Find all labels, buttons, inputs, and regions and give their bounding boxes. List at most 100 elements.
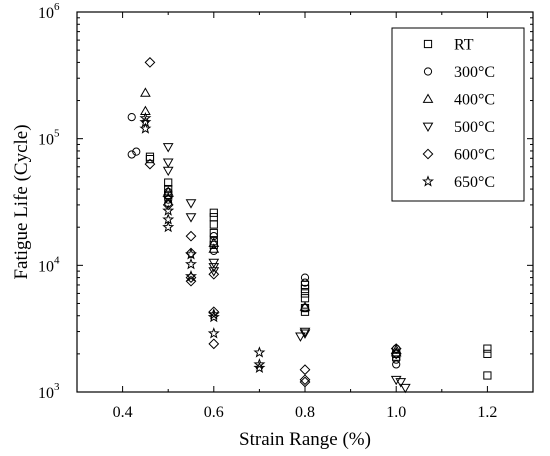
point-circle	[300, 273, 310, 282]
x-tick-label: 1.2	[477, 404, 497, 421]
point-square	[209, 228, 218, 238]
point-triangle-down	[185, 213, 197, 223]
legend-marker-triangle-down	[422, 122, 434, 133]
point-star	[162, 220, 175, 233]
y-tick-label: 106	[38, 1, 60, 22]
legend-marker-triangle-up	[422, 93, 434, 103]
point-circle	[209, 232, 218, 241]
point-diamond	[144, 158, 156, 170]
y-tick-base: 10	[38, 385, 54, 402]
y-tick-base: 10	[38, 132, 54, 149]
point-diamond	[299, 376, 311, 388]
series-star	[139, 111, 266, 373]
x-tick-label: 0.8	[295, 404, 315, 421]
legend-marker-star	[422, 175, 434, 187]
point-diamond	[299, 364, 311, 376]
point-triangle-up	[208, 243, 220, 253]
series-circle	[127, 113, 401, 369]
series-triangle-down	[162, 143, 411, 394]
point-triangle-down	[162, 166, 174, 177]
point-circle	[392, 360, 401, 369]
legend-label: 300°C	[454, 64, 495, 81]
y-tick-exponent: 3	[54, 381, 60, 393]
y-tick-label: 105	[38, 128, 60, 149]
point-diamond	[299, 374, 311, 386]
y-tick-exponent: 5	[54, 128, 60, 140]
legend-label: 500°C	[454, 119, 495, 136]
point-square	[483, 344, 492, 353]
point-triangle-down	[390, 375, 402, 386]
point-circle	[164, 195, 173, 204]
point-triangle-up	[140, 87, 151, 97]
legend: RT 300°C 400°C 500°C 600°C 650°C	[391, 27, 525, 202]
point-triangle-down	[299, 329, 311, 339]
point-star	[185, 257, 197, 270]
y-tick-base: 10	[38, 258, 54, 275]
point-triangle-up	[299, 301, 311, 311]
point-square	[483, 349, 492, 358]
y-axis-title: Fatigue Life (Cycle)	[11, 124, 32, 279]
point-triangle-up	[208, 237, 220, 247]
point-square	[209, 208, 218, 217]
y-tick-base: 10	[38, 5, 54, 22]
point-star	[162, 191, 175, 204]
point-star	[162, 204, 175, 216]
x-axis-title: Strain Range (%)	[239, 429, 371, 450]
y-tick-label: 103	[38, 381, 60, 402]
point-triangle-down	[395, 378, 407, 388]
x-tick-label: 1.0	[386, 404, 406, 421]
point-square	[483, 371, 492, 380]
point-diamond	[185, 230, 197, 242]
legend-label: RT	[454, 37, 474, 54]
point-triangle-down	[162, 158, 174, 168]
point-diamond	[208, 268, 220, 280]
point-circle	[127, 113, 136, 122]
point-triangle-down	[299, 327, 311, 338]
point-diamond	[185, 247, 197, 259]
point-triangle-down	[185, 199, 197, 209]
point-star	[207, 308, 220, 320]
point-circle	[127, 150, 136, 159]
data-marks	[127, 57, 492, 394]
point-star	[253, 361, 266, 373]
legend-label: 600°C	[454, 147, 495, 164]
legend-label: 650°C	[454, 174, 495, 191]
x-tick-label: 0.4	[113, 404, 133, 421]
legend-label: 400°C	[454, 92, 495, 109]
point-square	[209, 213, 218, 222]
point-star	[207, 327, 220, 339]
point-square	[300, 294, 310, 303]
point-square	[300, 284, 310, 294]
point-diamond	[208, 338, 220, 350]
series-diamond	[144, 57, 402, 388]
point-star	[207, 310, 220, 323]
legend-marker-circle	[423, 67, 433, 76]
point-star	[185, 248, 197, 260]
point-star	[253, 346, 266, 358]
legend-box	[391, 27, 525, 202]
point-star	[185, 269, 197, 282]
point-circle	[132, 147, 141, 156]
x-tick-label: 0.6	[204, 404, 224, 421]
y-tick-label: 104	[38, 254, 60, 275]
point-square	[145, 154, 155, 164]
point-square	[300, 307, 310, 316]
series-triangle-up	[140, 87, 402, 357]
point-triangle-up	[162, 186, 174, 196]
legend-marker-square	[423, 39, 433, 49]
y-tick-exponent: 4	[54, 254, 60, 266]
point-triangle-down	[295, 332, 306, 342]
point-triangle-down	[399, 383, 411, 394]
point-star	[139, 122, 152, 134]
point-diamond	[390, 348, 402, 360]
point-triangle-down	[162, 143, 174, 153]
point-star	[253, 358, 266, 370]
point-square	[209, 220, 218, 229]
point-diamond	[162, 199, 174, 211]
point-square	[300, 289, 310, 298]
point-square	[164, 178, 173, 187]
point-diamond	[144, 57, 156, 68]
point-circle	[300, 278, 310, 287]
